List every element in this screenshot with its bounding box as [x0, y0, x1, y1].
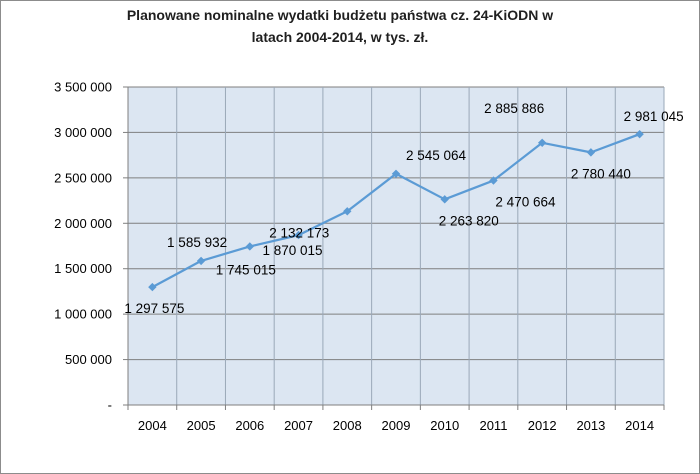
data-point [635, 129, 644, 139]
data-label: 1 870 015 [263, 243, 323, 258]
y-tick-label: 3 500 000 [54, 80, 112, 95]
y-tick-label: 2 000 000 [54, 216, 112, 231]
plot-area [128, 87, 664, 405]
data-label: 1 297 575 [124, 301, 184, 316]
data-label: 1 745 015 [216, 262, 276, 277]
x-tick-label: 2009 [382, 418, 411, 433]
chart-title-line-2: latach 2004-2014, w tys. zł. [251, 29, 429, 45]
data-point [440, 195, 449, 204]
data-point [489, 176, 498, 185]
data-label: 2 885 886 [484, 101, 544, 116]
data-point [196, 256, 206, 266]
data-point [343, 207, 352, 216]
data-label: 2 470 664 [495, 195, 556, 210]
x-tick-label: 2012 [528, 418, 557, 433]
y-tick-label: - [108, 398, 112, 413]
x-tick-label: 2008 [333, 418, 362, 433]
data-point [537, 138, 547, 147]
x-tick-label: 2004 [138, 418, 167, 433]
data-label: 2 132 173 [269, 225, 329, 240]
data-label: 2 780 440 [571, 166, 631, 181]
chart-title: Planowane nominalne wydatki budżetu pańs… [60, 4, 620, 48]
y-tick-label: 2 500 000 [54, 170, 112, 185]
x-tick-label: 2006 [235, 418, 264, 433]
chart-title-line-1: Planowane nominalne wydatki budżetu pańs… [126, 7, 554, 23]
data-label: 2 981 045 [624, 109, 684, 124]
data-label: 2 545 064 [406, 148, 467, 163]
y-tick-label: 500 000 [65, 352, 112, 367]
x-tick-label: 2014 [625, 418, 654, 433]
x-tick-label: 2007 [284, 418, 313, 433]
data-point [148, 282, 157, 292]
data-point [294, 230, 303, 240]
data-point [245, 242, 255, 251]
y-tick-label: 1 500 000 [54, 261, 112, 276]
data-label: 1 585 932 [167, 235, 227, 250]
x-tick-label: 2013 [576, 418, 605, 433]
y-tick-label: 1 000 000 [54, 307, 112, 322]
data-point [391, 169, 401, 178]
x-tick-label: 2010 [430, 418, 459, 433]
y-tick-label: 3 000 000 [54, 125, 112, 140]
x-tick-label: 2005 [187, 418, 216, 433]
x-tick-label: 2011 [479, 418, 507, 433]
data-point [586, 148, 596, 157]
data-label: 2 263 820 [439, 213, 499, 228]
